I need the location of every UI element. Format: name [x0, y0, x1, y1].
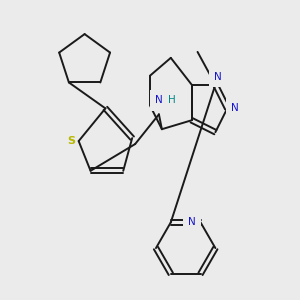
- Text: S: S: [67, 136, 75, 146]
- Text: H: H: [168, 95, 176, 105]
- Text: N: N: [155, 95, 163, 105]
- Text: N: N: [188, 217, 196, 227]
- Text: N: N: [231, 103, 239, 113]
- Text: N: N: [214, 72, 222, 82]
